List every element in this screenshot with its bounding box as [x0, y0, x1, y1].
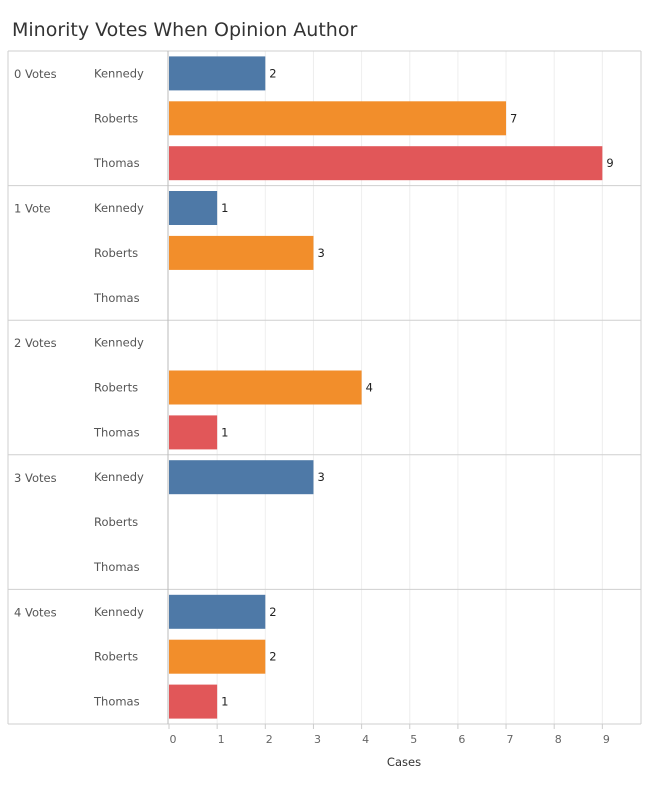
chart-frame: [7, 50, 642, 725]
data-label: 4: [366, 381, 373, 395]
data-label: 2: [269, 66, 276, 80]
row-label-thomas: Thomas: [93, 695, 140, 709]
bar-roberts: [169, 639, 266, 674]
data-label: 2: [269, 605, 276, 619]
row-labels: 0 Votes Kennedy Roberts Thomas 1 Vote Kennedy…: [14, 66, 144, 708]
chart-title: Minority Votes When Opinion Author: [12, 19, 357, 41]
x-tick-label: 0: [170, 733, 177, 746]
x-tick-label: 1: [218, 733, 225, 746]
group-label: 2 Votes: [14, 336, 57, 350]
data-label: 1: [221, 695, 228, 709]
row-label-roberts: Roberts: [94, 515, 138, 529]
data-label: 3: [317, 246, 324, 260]
row-label-thomas: Thomas: [93, 425, 140, 439]
x-axis-title: Cases: [387, 755, 421, 769]
bar-thomas: [169, 415, 218, 450]
x-tick-label: 8: [555, 733, 562, 746]
data-label: 3: [317, 470, 324, 484]
row-label-roberts: Roberts: [94, 650, 138, 664]
group-label: 3 Votes: [14, 471, 57, 485]
row-label-roberts: Roberts: [94, 381, 138, 395]
group-label: 0 Votes: [14, 67, 57, 81]
data-label: 1: [221, 201, 228, 215]
bar-kennedy: [169, 594, 266, 629]
bar-kennedy: [169, 460, 314, 495]
bar-kennedy: [169, 191, 218, 225]
row-label-roberts: Roberts: [94, 111, 138, 125]
row-label-kennedy: Kennedy: [94, 336, 144, 350]
x-tick-label: 3: [314, 733, 321, 746]
group-label: 4 Votes: [14, 605, 57, 619]
data-label: 1: [221, 425, 228, 439]
x-tick-label: 6: [458, 733, 465, 746]
row-label-roberts: Roberts: [94, 246, 138, 260]
row-label-kennedy: Kennedy: [94, 605, 144, 619]
row-label-kennedy: Kennedy: [94, 470, 144, 484]
row-label-thomas: Thomas: [93, 291, 140, 305]
data-label: 9: [606, 156, 613, 170]
bar-roberts: [169, 370, 362, 405]
x-tick-label: 2: [266, 733, 273, 746]
group-label: 1 Vote: [14, 202, 51, 216]
row-label-thomas: Thomas: [93, 560, 140, 574]
x-tick-label: 9: [603, 733, 610, 746]
x-axis: 0 1 2 3 4 5 6 7 8 9: [168, 724, 610, 746]
data-label: 2: [269, 650, 276, 664]
x-tick-label: 7: [507, 733, 514, 746]
x-tick-label: 4: [362, 733, 369, 746]
bar-kennedy: [169, 56, 266, 91]
bar-roberts: [169, 101, 507, 136]
bar-thomas: [169, 684, 218, 719]
data-label: 7: [510, 111, 517, 125]
bars: 2 7 9 1 3 4 1 3 2 2 1: [169, 56, 614, 719]
bar-roberts: [169, 235, 314, 270]
row-label-kennedy: Kennedy: [94, 66, 144, 80]
x-tick-label: 5: [410, 733, 417, 746]
row-label-kennedy: Kennedy: [94, 201, 144, 215]
row-label-thomas: Thomas: [93, 156, 140, 170]
bar-thomas: [169, 146, 603, 181]
